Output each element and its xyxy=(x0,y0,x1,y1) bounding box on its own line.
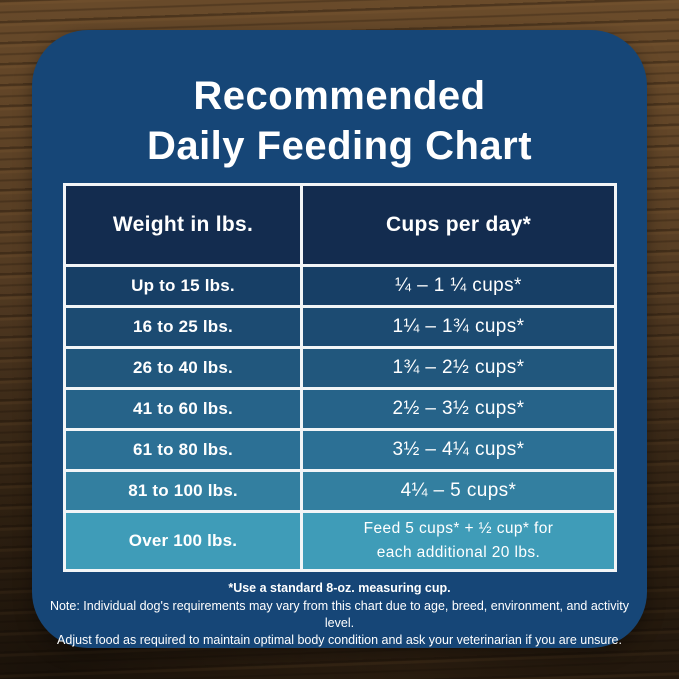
weight-cell: Up to 15 lbs. xyxy=(66,267,300,305)
table-row: Over 100 lbs. Feed 5 cups* + ½ cup* for … xyxy=(66,513,614,569)
weight-cell: 16 to 25 lbs. xyxy=(66,308,300,346)
feeding-chart-card: Recommended Daily Feeding Chart Weight i… xyxy=(32,30,647,648)
cups-cell: ¼ – 1 ¼ cups* xyxy=(303,267,614,305)
disclaimer-line1: Note: Individual dog's requirements may … xyxy=(49,599,630,630)
table-row: 61 to 80 lbs. 3½ – 4¼ cups* xyxy=(66,431,614,469)
cups-cell: 3½ – 4¼ cups* xyxy=(303,431,614,469)
weight-cell: 41 to 60 lbs. xyxy=(66,390,300,428)
header-weight: Weight in lbs. xyxy=(66,186,300,264)
table-row: 81 to 100 lbs. 4¼ – 5 cups* xyxy=(66,472,614,510)
disclaimer-line2: Adjust food as required to maintain opti… xyxy=(57,633,622,647)
weight-cell: Over 100 lbs. xyxy=(66,513,300,569)
table-row: 26 to 40 lbs. 1¾ – 2½ cups* xyxy=(66,349,614,387)
weight-cell: 61 to 80 lbs. xyxy=(66,431,300,469)
weight-cell: 81 to 100 lbs. xyxy=(66,472,300,510)
weight-cell: 26 to 40 lbs. xyxy=(66,349,300,387)
measuring-cup-note: *Use a standard 8-oz. measuring cup. xyxy=(228,581,451,595)
cups-cell: 2½ – 3½ cups* xyxy=(303,390,614,428)
cups-cell: 1¾ – 2½ cups* xyxy=(303,349,614,387)
cups-cell: 4¼ – 5 cups* xyxy=(303,472,614,510)
table-row: Up to 15 lbs. ¼ – 1 ¼ cups* xyxy=(66,267,614,305)
page-title-line1: Recommended xyxy=(193,74,486,118)
table-row: 16 to 25 lbs. 1¼ – 1¾ cups* xyxy=(66,308,614,346)
table-header-row: Weight in lbs. Cups per day* xyxy=(66,186,614,264)
cups-cell: Feed 5 cups* + ½ cup* for each additiona… xyxy=(303,513,614,569)
page-title-line2: Daily Feeding Chart xyxy=(146,123,533,168)
table-row: 41 to 60 lbs. 2½ – 3½ cups* xyxy=(66,390,614,428)
cups-cell: 1¼ – 1¾ cups* xyxy=(303,308,614,346)
footnotes: *Use a standard 8-oz. measuring cup. Not… xyxy=(46,581,633,649)
header-cups: Cups per day* xyxy=(303,186,614,264)
feeding-table: Weight in lbs. Cups per day* Up to 15 lb… xyxy=(63,183,617,572)
page-title: Recommended Daily Feeding Chart xyxy=(32,72,647,171)
